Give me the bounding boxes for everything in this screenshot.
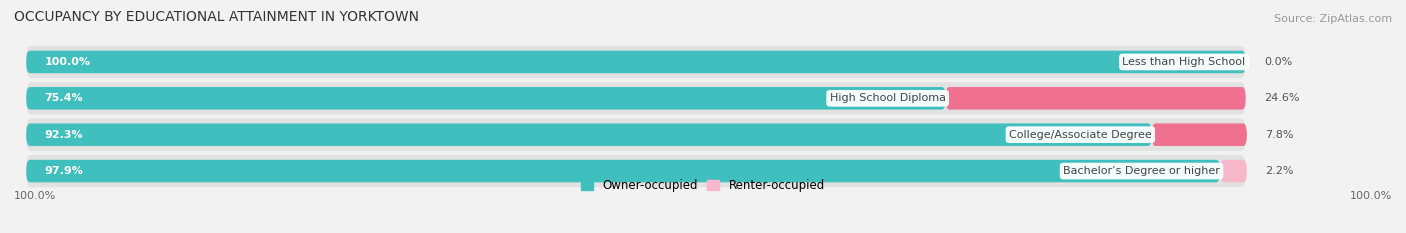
Text: College/Associate Degree: College/Associate Degree	[1010, 130, 1152, 140]
Text: Source: ZipAtlas.com: Source: ZipAtlas.com	[1274, 14, 1392, 24]
FancyBboxPatch shape	[1220, 160, 1247, 182]
Text: OCCUPANCY BY EDUCATIONAL ATTAINMENT IN YORKTOWN: OCCUPANCY BY EDUCATIONAL ATTAINMENT IN Y…	[14, 10, 419, 24]
Text: High School Diploma: High School Diploma	[830, 93, 946, 103]
Text: 75.4%: 75.4%	[45, 93, 83, 103]
FancyBboxPatch shape	[25, 82, 1246, 114]
Text: 24.6%: 24.6%	[1264, 93, 1299, 103]
Text: 100.0%: 100.0%	[45, 57, 90, 67]
FancyBboxPatch shape	[27, 87, 946, 110]
Legend: Owner-occupied, Renter-occupied: Owner-occupied, Renter-occupied	[576, 175, 830, 197]
Text: 100.0%: 100.0%	[14, 191, 56, 201]
FancyBboxPatch shape	[27, 160, 1220, 182]
Text: 92.3%: 92.3%	[45, 130, 83, 140]
Text: 97.9%: 97.9%	[45, 166, 83, 176]
Text: Bachelor’s Degree or higher: Bachelor’s Degree or higher	[1063, 166, 1220, 176]
FancyBboxPatch shape	[27, 123, 1152, 146]
FancyBboxPatch shape	[25, 46, 1246, 78]
FancyBboxPatch shape	[27, 51, 1246, 73]
FancyBboxPatch shape	[25, 119, 1246, 151]
FancyBboxPatch shape	[25, 155, 1246, 187]
FancyBboxPatch shape	[946, 87, 1246, 110]
Text: 100.0%: 100.0%	[1350, 191, 1392, 201]
Text: 0.0%: 0.0%	[1264, 57, 1292, 67]
Text: 2.2%: 2.2%	[1265, 166, 1294, 176]
Text: Less than High School: Less than High School	[1122, 57, 1246, 67]
FancyBboxPatch shape	[1152, 123, 1247, 146]
Text: 7.8%: 7.8%	[1265, 130, 1294, 140]
